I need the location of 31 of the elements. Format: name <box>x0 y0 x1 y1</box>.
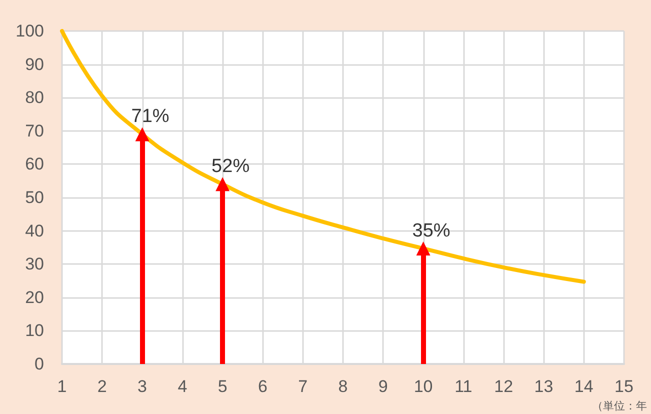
x-tick-label: 3 <box>138 377 148 396</box>
x-tick-label: 6 <box>258 377 268 396</box>
x-tick-label: 12 <box>494 377 514 396</box>
y-tick-label: 80 <box>25 88 44 108</box>
text: （単位：年 <box>592 400 647 412</box>
x-tick-label: 7 <box>298 377 308 396</box>
y-tick-label: 60 <box>25 154 44 174</box>
y-tick-label: 0 <box>34 354 44 374</box>
x-tick-label: 8 <box>338 377 348 396</box>
annotation: 35% <box>412 220 450 242</box>
x-tick-label: 1 <box>57 377 67 396</box>
x-tick-label: 14 <box>574 377 594 396</box>
annotation: 52% <box>212 156 250 178</box>
x-tick-label: 11 <box>454 377 472 396</box>
x-tick-label: 4 <box>178 377 188 396</box>
y-tick-label: 70 <box>25 121 44 140</box>
y-tick-label: 50 <box>25 188 44 207</box>
y-tick-label: 10 <box>25 321 44 340</box>
y-tick-label: 100 <box>16 22 44 40</box>
y-tick-label: 20 <box>25 288 44 307</box>
x-tick-label: 10 <box>414 377 433 396</box>
x-tick-label: 5 <box>218 377 228 396</box>
line-series <box>60 29 586 284</box>
x-tick-label: 15 <box>614 377 634 396</box>
y-tick-label: 30 <box>25 254 44 274</box>
x-tick-label: 2 <box>97 377 107 396</box>
annotation: 71% <box>131 106 170 128</box>
y-tick-label: 90 <box>25 54 44 74</box>
y-tick-label: 40 <box>25 221 44 240</box>
x-tick-label: 13 <box>534 377 554 396</box>
x-tick-label: 9 <box>378 377 388 396</box>
